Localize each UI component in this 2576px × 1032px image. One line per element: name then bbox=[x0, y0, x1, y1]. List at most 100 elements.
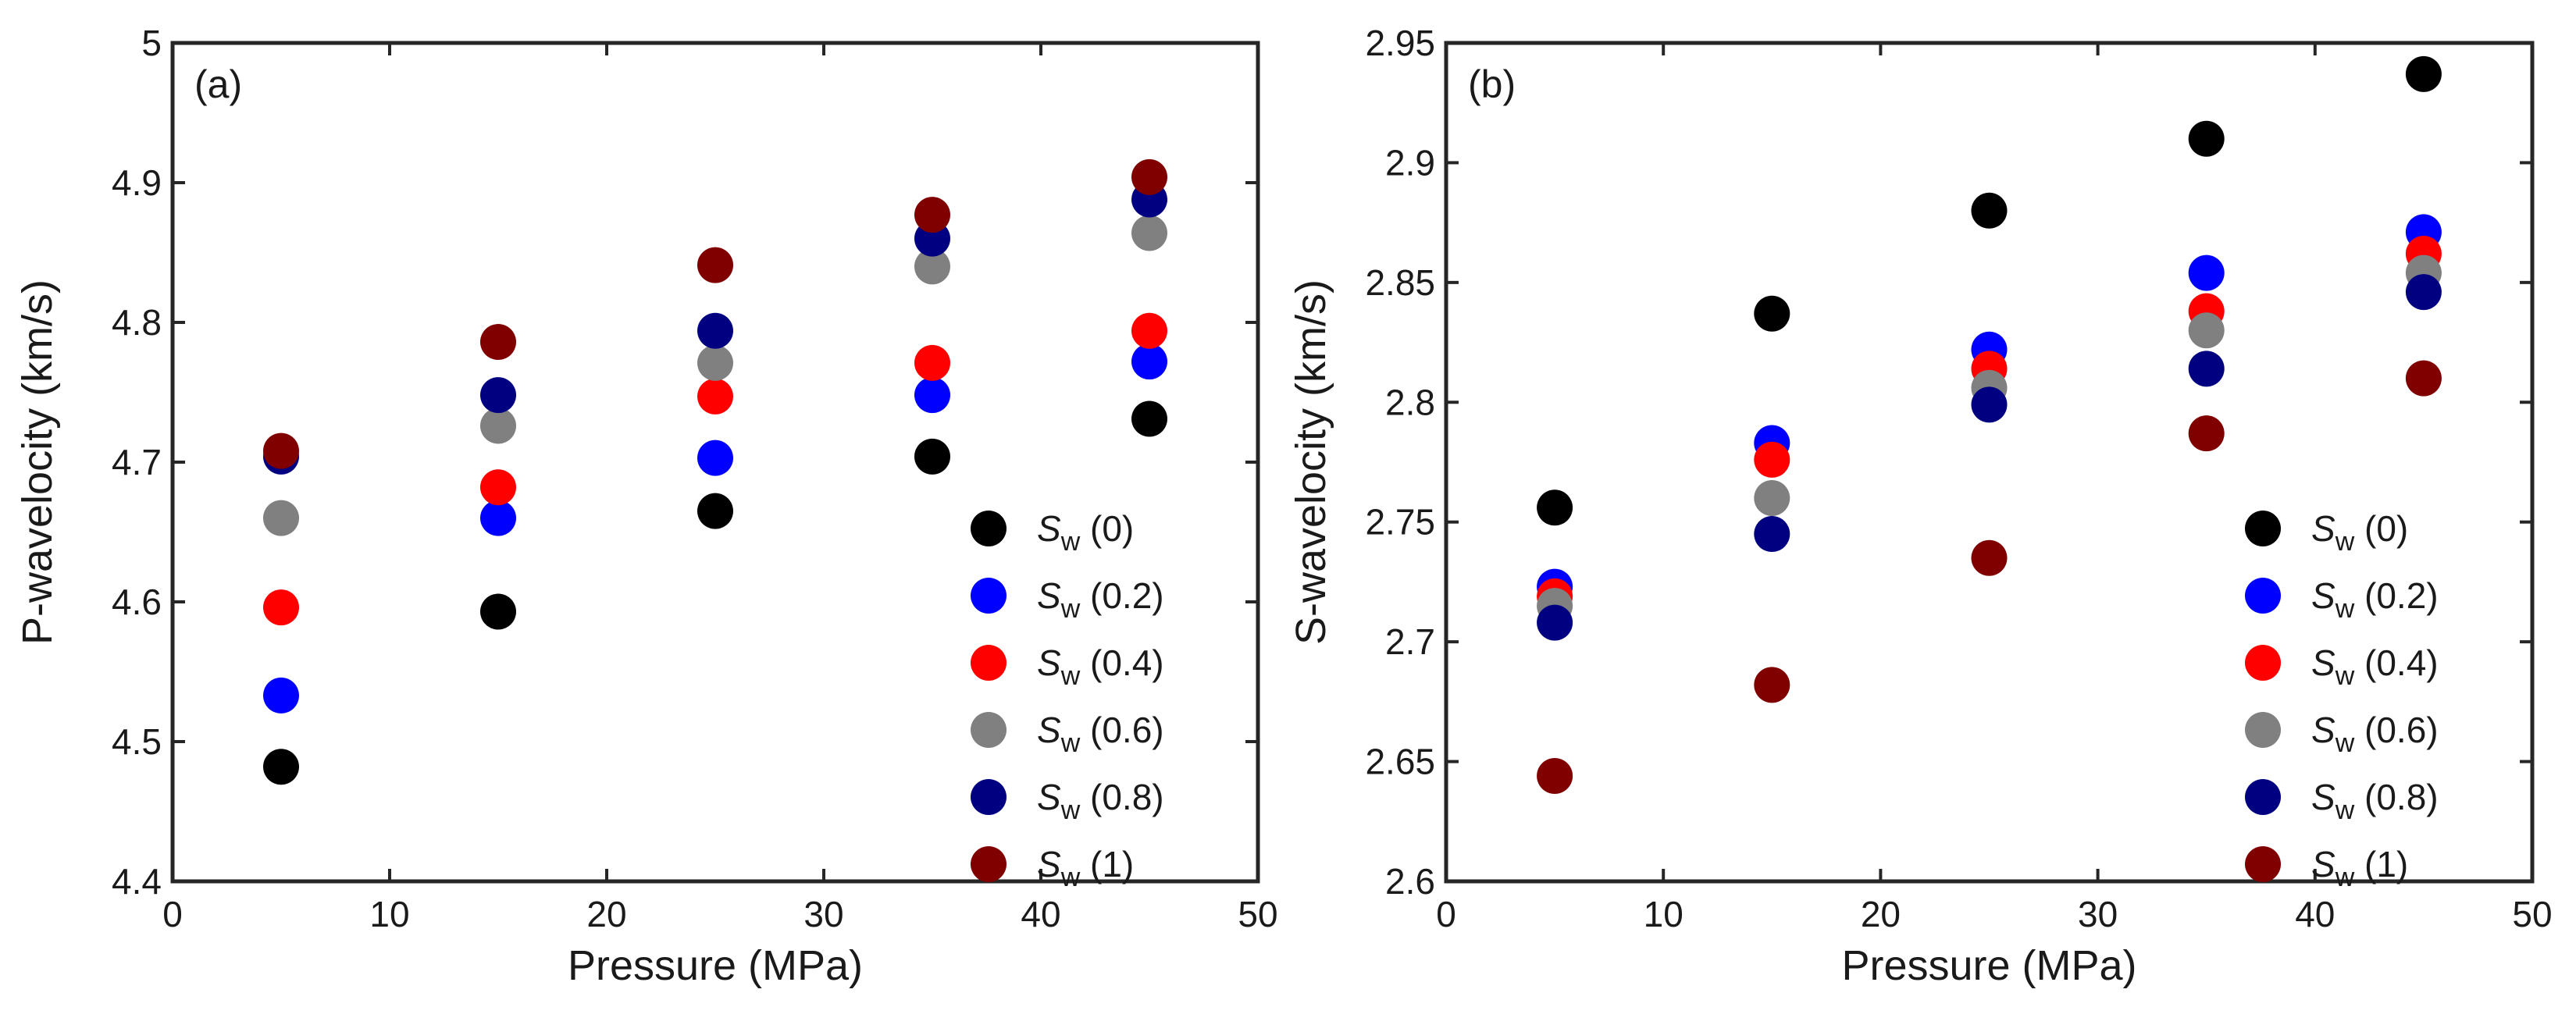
legend-label: Sw (1) bbox=[1037, 844, 1134, 892]
legend-marker bbox=[2245, 779, 2281, 815]
legend: Sw (0) Sw (0.2) Sw (0.4) Sw (0.6) Sw (0.8) Sw… bbox=[2245, 508, 2439, 892]
data-point bbox=[914, 344, 950, 381]
data-point bbox=[914, 377, 950, 414]
data-point bbox=[697, 312, 733, 349]
x-tick-label: 40 bbox=[2295, 894, 2335, 934]
series-3 bbox=[263, 312, 1167, 626]
data-point bbox=[1537, 489, 1573, 526]
legend-label: Sw (1) bbox=[2311, 844, 2408, 892]
y-tick-label: 4.6 bbox=[112, 582, 162, 622]
data-point bbox=[914, 248, 950, 285]
data-point bbox=[1131, 400, 1167, 437]
data-point bbox=[480, 324, 516, 361]
data-point bbox=[1754, 295, 1790, 332]
plot-frame bbox=[1444, 41, 2535, 884]
series-6 bbox=[263, 158, 1167, 469]
data-point bbox=[697, 344, 733, 381]
data-point bbox=[2188, 415, 2225, 452]
y-tick-label: 2.9 bbox=[1385, 142, 1435, 183]
legend-label: Sw (0) bbox=[2311, 508, 2408, 557]
data-point bbox=[263, 749, 299, 785]
data-point bbox=[2188, 351, 2225, 387]
data-point bbox=[480, 500, 516, 536]
y-tick-label: 2.6 bbox=[1385, 861, 1435, 902]
data-point bbox=[697, 247, 733, 283]
y-tick-label: 4.4 bbox=[112, 861, 162, 902]
data-point bbox=[1754, 516, 1790, 553]
panel-label: (a) bbox=[194, 62, 242, 106]
data-point bbox=[1131, 158, 1167, 195]
legend-marker bbox=[2245, 712, 2281, 748]
y-axis-title: P-wavelocity (km/s) bbox=[14, 279, 61, 645]
legend-label: Sw (0.8) bbox=[2311, 777, 2439, 825]
x-tick-label: 50 bbox=[1238, 894, 1277, 934]
legend-label: Sw (0.2) bbox=[2311, 575, 2439, 624]
data-point bbox=[914, 197, 950, 233]
data-point bbox=[1131, 343, 1167, 380]
data-point bbox=[2405, 360, 2442, 397]
y-tick-label: 2.8 bbox=[1385, 382, 1435, 422]
legend-marker bbox=[971, 578, 1007, 614]
legend-label: Sw (0.6) bbox=[1037, 710, 1164, 758]
data-point bbox=[480, 469, 516, 506]
legend-label: Sw (0) bbox=[1037, 508, 1134, 557]
data-point bbox=[2405, 55, 2442, 92]
legend-marker bbox=[2245, 511, 2281, 546]
legend-marker bbox=[971, 846, 1007, 882]
y-tick-label: 2.85 bbox=[1365, 262, 1435, 303]
data-point bbox=[480, 377, 516, 414]
y-tick-label: 4.9 bbox=[112, 162, 162, 203]
x-tick-label: 20 bbox=[1861, 894, 1901, 934]
legend-marker bbox=[2245, 578, 2281, 614]
data-point bbox=[2188, 120, 2225, 157]
series-6 bbox=[1537, 360, 2442, 794]
panel-label: (b) bbox=[1468, 62, 1516, 106]
series-1 bbox=[263, 400, 1167, 785]
data-point bbox=[1131, 215, 1167, 251]
x-tick-label: 0 bbox=[162, 894, 183, 934]
legend-label: Sw (0.4) bbox=[2311, 642, 2439, 691]
data-point bbox=[1971, 192, 2008, 229]
series-2 bbox=[263, 343, 1167, 714]
data-point bbox=[697, 493, 733, 529]
chart-panel-2: 0 10 20 30 40 50 2.6 2.65 2.7 2.75 2.8 2.85 2.9 2.95 P… bbox=[1288, 23, 2553, 989]
data-point bbox=[2405, 274, 2442, 311]
data-point bbox=[697, 378, 733, 415]
data-point bbox=[263, 677, 299, 714]
y-tick-label: 2.95 bbox=[1365, 23, 1435, 63]
x-tick-label: 50 bbox=[2512, 894, 2552, 934]
data-point bbox=[263, 589, 299, 626]
legend-marker bbox=[2245, 846, 2281, 882]
x-tick-label: 30 bbox=[803, 894, 843, 934]
legend-label: Sw (0.6) bbox=[2311, 710, 2439, 758]
data-point bbox=[1754, 441, 1790, 478]
x-tick-label: 40 bbox=[1021, 894, 1060, 934]
legend-marker bbox=[971, 645, 1007, 681]
legend-marker bbox=[2245, 645, 2281, 681]
series-5 bbox=[1537, 274, 2442, 641]
y-tick-label: 2.75 bbox=[1365, 502, 1435, 543]
series-1 bbox=[1537, 55, 2442, 526]
data-point bbox=[480, 593, 516, 630]
legend-label: Sw (0.8) bbox=[1037, 777, 1164, 825]
data-point bbox=[914, 438, 950, 475]
x-tick-label: 10 bbox=[1644, 894, 1683, 934]
legend-marker bbox=[971, 511, 1007, 546]
y-tick-label: 2.65 bbox=[1365, 742, 1435, 782]
y-tick-label: 4.8 bbox=[112, 302, 162, 343]
data-point bbox=[2188, 312, 2225, 349]
data-point bbox=[2188, 254, 2225, 291]
data-point bbox=[697, 439, 733, 476]
x-tick-label: 30 bbox=[2078, 894, 2118, 934]
data-point bbox=[1754, 667, 1790, 703]
series-4 bbox=[263, 215, 1167, 536]
data-point bbox=[1131, 312, 1167, 349]
legend-marker bbox=[971, 779, 1007, 815]
y-tick-label: 5 bbox=[141, 23, 162, 63]
x-axis-title: Pressure (MPa) bbox=[1841, 942, 2136, 989]
y-tick-label: 4.7 bbox=[112, 442, 162, 482]
x-tick-label: 20 bbox=[586, 894, 626, 934]
y-tick-label: 4.5 bbox=[112, 721, 162, 762]
x-tick-label: 0 bbox=[1436, 894, 1456, 934]
